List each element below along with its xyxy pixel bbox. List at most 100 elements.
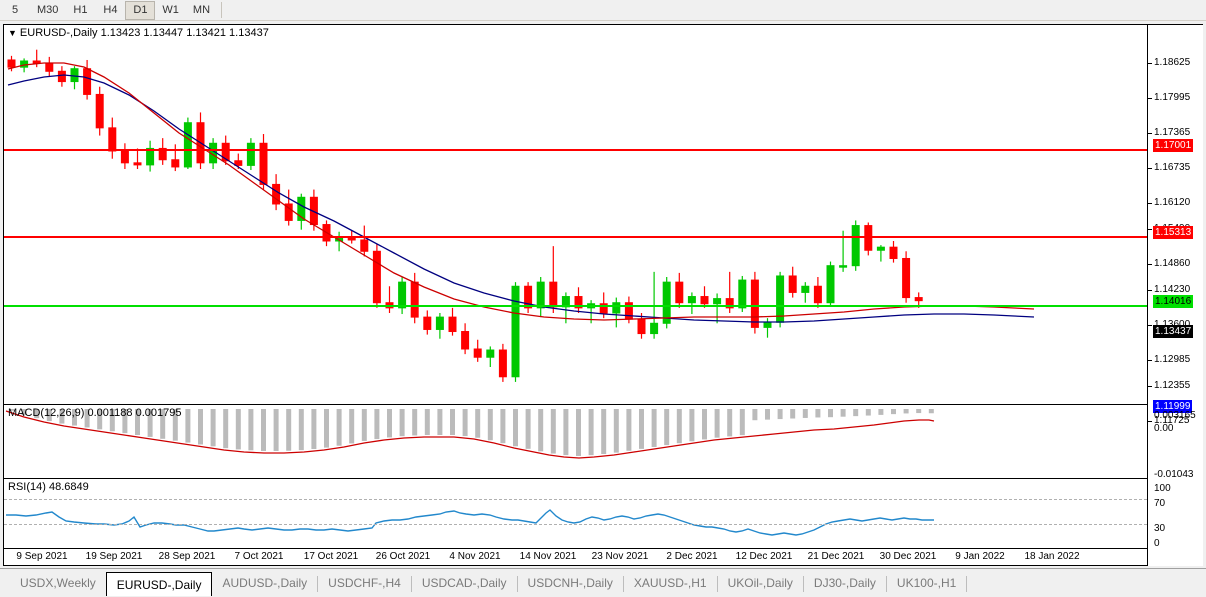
price-axis-badge[interactable]: 1.14016 <box>1153 295 1194 308</box>
macd-histogram-bar <box>916 409 922 414</box>
macd-histogram-bar <box>235 409 241 450</box>
candle-body <box>410 281 419 318</box>
price-level-resistance-1[interactable] <box>4 149 1147 151</box>
chart-tab-usdchf-h4[interactable]: USDCHF-,H4 <box>328 576 401 590</box>
price-axis[interactable]: 1.186251.179951.173651.167351.161201.154… <box>1147 25 1203 566</box>
moving-average-fast-line <box>7 62 1035 321</box>
price-axis-label: 1.18625 <box>1154 57 1191 68</box>
chart-tab-eurusd-daily[interactable]: EURUSD-,Daily <box>105 572 213 596</box>
candle-body <box>372 250 381 304</box>
chart-tab-dj30-daily[interactable]: DJ30-,Daily <box>813 576 876 590</box>
date-axis-label: 26 Oct 2021 <box>375 551 431 562</box>
chart-tab-uk100-h1[interactable]: UK100-,H1 <box>896 576 957 590</box>
price-level-support-green[interactable] <box>4 305 1147 307</box>
macd-histogram-bar <box>878 409 884 415</box>
timeframe-button-h4[interactable]: H4 <box>103 4 118 16</box>
candle-body <box>473 348 482 358</box>
macd-histogram-bar <box>298 409 304 451</box>
chart-tab-xauusd-h1[interactable]: XAUUSD-,H1 <box>633 576 707 590</box>
candle-body <box>851 225 860 267</box>
price-axis-label: 1.12985 <box>1154 354 1191 365</box>
date-axis-label: 30 Dec 2021 <box>879 551 937 562</box>
tab-separator <box>410 576 412 592</box>
macd-series <box>5 409 935 459</box>
chart-tab-ukoil-daily[interactable]: UKOil-,Daily <box>727 576 793 590</box>
macd-histogram-bar <box>588 409 594 456</box>
macd-histogram-bar <box>928 409 934 414</box>
candle-body <box>574 296 583 309</box>
candle-body <box>32 60 41 64</box>
macd-histogram-bar <box>424 409 430 435</box>
candle-body <box>360 239 369 252</box>
price-axis-label: 1.12355 <box>1154 380 1191 391</box>
macd-histogram-bar <box>815 409 821 418</box>
price-axis-badge[interactable]: 1.11999 <box>1153 400 1193 413</box>
candle-body <box>725 298 734 309</box>
price-axis-label: 1.17995 <box>1154 92 1191 103</box>
date-axis-label: 9 Jan 2022 <box>955 551 1005 562</box>
macd-histogram-bar <box>550 409 556 454</box>
price-axis-badge[interactable]: 1.13437 <box>1153 325 1194 338</box>
chart-tab-usdcnh-daily[interactable]: USDCNH-,Daily <box>527 576 613 590</box>
candle-body <box>650 322 659 335</box>
candlestick-series <box>7 49 1035 382</box>
macd-histogram-bar <box>727 409 733 437</box>
rsi-level-70 <box>4 499 1147 500</box>
candle-body <box>95 93 104 129</box>
candle-body <box>738 279 747 309</box>
macd-histogram-bar <box>714 409 720 438</box>
macd-histogram-bar <box>853 409 859 417</box>
price-level-resistance-2[interactable] <box>4 236 1147 238</box>
price-chart-pane[interactable]: ▼ EURUSD-,Daily 1.13423 1.13447 1.13421 1… <box>4 25 1147 403</box>
candle-body <box>511 285 520 378</box>
price-axis-label: 1.16120 <box>1154 197 1191 208</box>
chart-tab-usdcad-daily[interactable]: USDCAD-,Daily <box>421 576 507 590</box>
timeframe-button-5[interactable]: 5 <box>11 4 19 16</box>
macd-pane[interactable]: MACD(12,26,9) 0.001188 0.001795 <box>4 404 1147 477</box>
date-axis-label: 4 Nov 2021 <box>449 551 501 562</box>
macd-histogram-bar <box>525 409 531 449</box>
date-axis-label: 9 Sep 2021 <box>16 551 68 562</box>
price-axis-tick <box>1148 290 1152 291</box>
candle-body <box>599 303 608 314</box>
macd-histogram-bar <box>626 409 632 451</box>
moving-average-slow-line <box>7 74 1035 323</box>
candle-body <box>171 159 180 168</box>
candle-body <box>813 285 822 304</box>
date-axis-label: 14 Nov 2021 <box>519 551 577 562</box>
candle-body <box>524 285 533 309</box>
symbol-header[interactable]: ▼ EURUSD-,Daily 1.13423 1.13447 1.13421 1… <box>8 27 269 39</box>
candle-body <box>398 281 407 309</box>
candle-body <box>70 68 79 83</box>
candle-body <box>612 302 621 314</box>
macd-histogram-bar <box>475 409 481 438</box>
timeframe-button-w1[interactable]: W1 <box>162 4 179 16</box>
macd-histogram-bar <box>122 409 128 434</box>
macd-histogram-bar <box>160 409 166 439</box>
date-axis-label: 19 Sep 2021 <box>85 551 143 562</box>
macd-histogram-bar <box>576 409 581 456</box>
macd-histogram-bar <box>487 409 493 441</box>
timeframe-button-mn[interactable]: MN <box>192 4 211 16</box>
date-axis-label: 28 Sep 2021 <box>158 551 216 562</box>
macd-histogram-bar <box>840 409 846 417</box>
candle-body <box>57 70 66 83</box>
price-axis-tick <box>1148 133 1152 134</box>
candle-body <box>221 142 230 162</box>
timeframe-button-m30[interactable]: M30 <box>37 4 59 16</box>
chart-tab-usdx-weekly[interactable]: USDX,Weekly <box>20 576 96 590</box>
timeframe-button-d1[interactable]: D1 <box>125 0 156 20</box>
collapse-caret-icon[interactable]: ▼ <box>8 28 17 38</box>
candle-body <box>133 162 142 166</box>
macd-histogram-bar <box>248 409 254 451</box>
timeframe-button-h1[interactable]: H1 <box>73 4 88 16</box>
macd-axis-label: 0.00 <box>1154 423 1174 434</box>
candle-body <box>776 275 785 323</box>
chart-tab-audusd-daily[interactable]: AUDUSD-,Daily <box>222 576 308 590</box>
price-axis-badge[interactable]: 1.17001 <box>1153 139 1194 152</box>
macd-histogram-bar <box>84 409 90 428</box>
rsi-axis-label: 70 <box>1154 498 1166 509</box>
rsi-pane[interactable]: RSI(14) 48.6849 <box>4 478 1147 547</box>
price-axis-badge[interactable]: 1.15313 <box>1153 226 1194 239</box>
